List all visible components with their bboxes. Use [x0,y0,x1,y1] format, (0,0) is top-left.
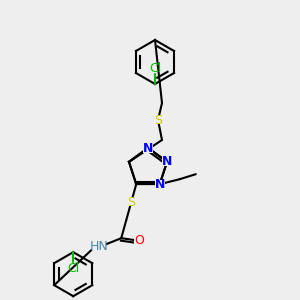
Text: N: N [154,178,165,191]
Text: HN: HN [90,240,109,253]
Text: S: S [127,196,135,209]
FancyBboxPatch shape [93,242,106,250]
Text: S: S [154,113,162,127]
Text: N: N [143,142,153,154]
FancyBboxPatch shape [155,180,165,189]
FancyBboxPatch shape [126,198,136,206]
FancyBboxPatch shape [134,236,144,244]
FancyBboxPatch shape [153,116,163,124]
FancyBboxPatch shape [162,157,172,166]
Text: N: N [162,155,172,168]
Text: Cl: Cl [67,262,80,275]
FancyBboxPatch shape [143,143,153,152]
Text: Cl: Cl [149,61,161,74]
Text: O: O [134,234,144,247]
